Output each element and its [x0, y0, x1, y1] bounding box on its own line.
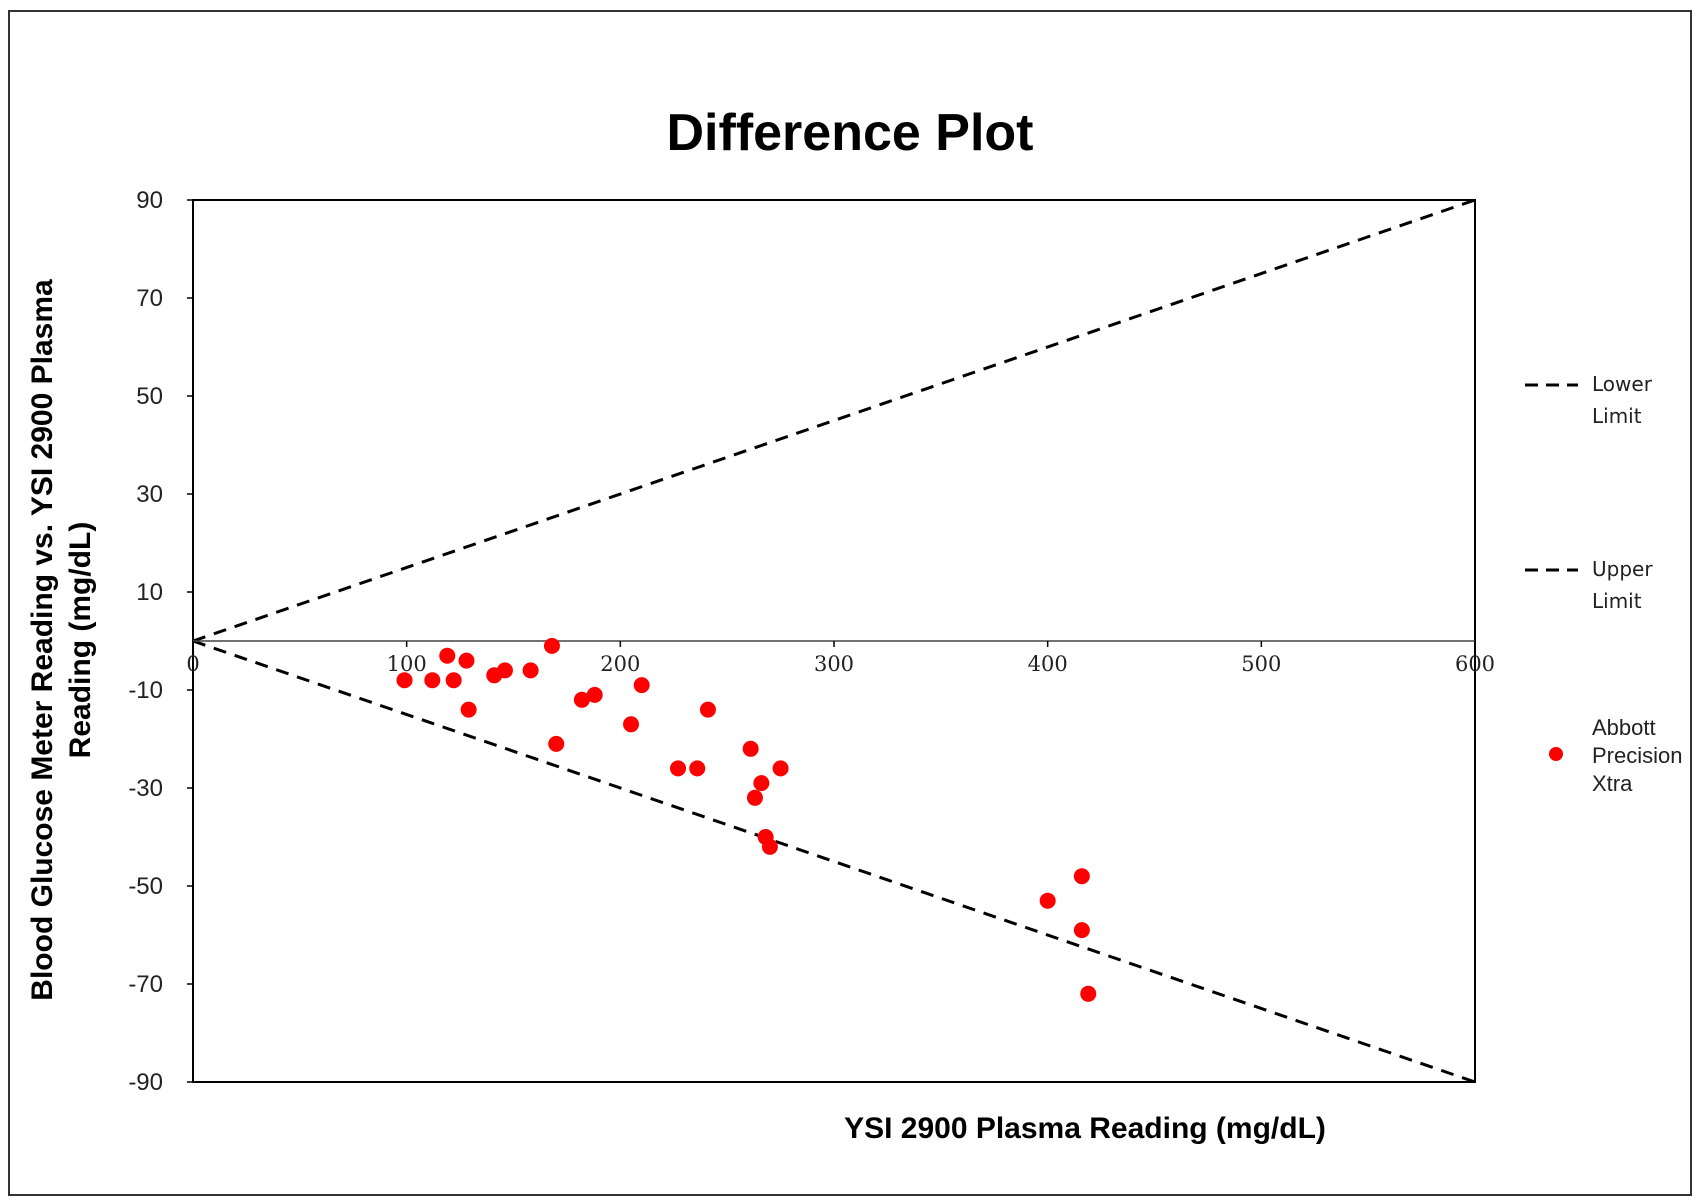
- data-point: [548, 735, 565, 752]
- data-point: [742, 740, 759, 757]
- x-tick-label: 600: [1455, 652, 1495, 676]
- legend-lower-limit-label: Lower Limit: [1592, 372, 1653, 428]
- y-tick-label: 70: [136, 285, 163, 312]
- data-point: [633, 677, 650, 694]
- y-tick-label: -90: [128, 1069, 163, 1096]
- chart-title: Difference Plot: [667, 104, 1034, 162]
- data-point: [460, 701, 477, 718]
- y-tick-label: 50: [136, 383, 163, 410]
- data-point: [753, 775, 770, 792]
- x-tick-label: 100: [387, 652, 427, 676]
- x-tick-label: 0: [186, 652, 199, 676]
- x-axis-label: YSI 2900 Plasma Reading (mg/dL): [844, 1112, 1326, 1145]
- x-tick-label: 500: [1241, 652, 1281, 676]
- legend-abbott-label: Abbott Precision Xtra: [1592, 715, 1682, 796]
- y-tick-label: -10: [128, 677, 163, 704]
- data-point: [689, 760, 706, 777]
- data-point: [496, 662, 513, 679]
- lower-limit-line: [192, 639, 1476, 1084]
- data-point: [396, 672, 413, 689]
- data-point: [522, 662, 539, 679]
- data-point: [746, 789, 763, 806]
- data-point: [772, 760, 789, 777]
- data-point: [1073, 922, 1090, 939]
- data-point: [439, 647, 456, 664]
- y-tick-label: -70: [128, 971, 163, 998]
- y-axis-label-line-2: Reading (mg/dL): [64, 522, 97, 759]
- upper-limit-line: [192, 198, 1476, 643]
- data-point: [586, 686, 603, 703]
- data-point: [1073, 868, 1090, 885]
- data-point: [699, 701, 716, 718]
- data-point: [761, 838, 778, 855]
- y-tick-label: -30: [128, 775, 163, 802]
- y-tick-label: 10: [136, 579, 163, 606]
- x-tick-label: 300: [814, 652, 854, 676]
- y-tick-label: 30: [136, 481, 163, 508]
- data-point: [458, 652, 475, 669]
- legend-upper-limit-label: Upper Limit: [1592, 557, 1653, 613]
- x-tick-label: 400: [1028, 652, 1068, 676]
- data-point: [573, 691, 590, 708]
- y-axis-label-line-1: Blood Glucose Meter Reading vs. YSI 2900…: [26, 279, 59, 1001]
- y-tick-label: 90: [136, 187, 163, 214]
- y-tick-label: -50: [128, 873, 163, 900]
- legend: Lower Limit Upper Limit Abbott Precision Xtra: [1525, 372, 1682, 796]
- data-point: [543, 637, 560, 654]
- data-point: [623, 716, 640, 733]
- chart-frame: [8, 10, 1692, 1196]
- data-point: [424, 672, 441, 689]
- data-point: [1039, 892, 1056, 909]
- data-point: [445, 672, 462, 689]
- data-point: [670, 760, 687, 777]
- legend-abbott-swatch: [1549, 747, 1563, 761]
- data-point: [1080, 985, 1097, 1002]
- x-tick-label: 200: [600, 652, 640, 676]
